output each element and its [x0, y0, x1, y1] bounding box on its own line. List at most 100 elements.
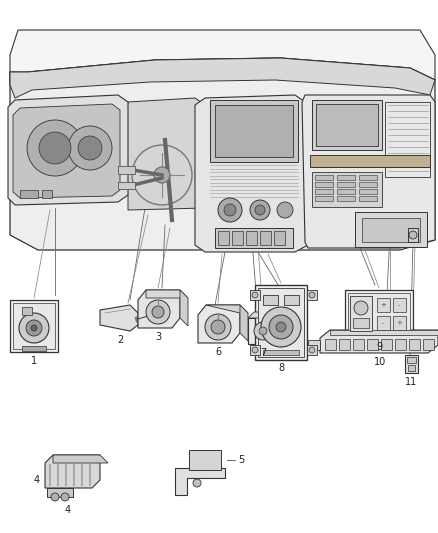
Polygon shape — [195, 95, 308, 252]
Bar — [22, 346, 46, 351]
Circle shape — [252, 347, 258, 353]
Bar — [355, 212, 427, 247]
Circle shape — [152, 306, 164, 318]
Bar — [10, 300, 58, 352]
Bar — [315, 189, 333, 194]
Polygon shape — [146, 290, 188, 298]
Bar — [42, 190, 52, 198]
Bar — [395, 339, 406, 350]
Text: 9: 9 — [376, 342, 382, 352]
Circle shape — [252, 292, 258, 298]
Circle shape — [19, 313, 49, 343]
Bar — [353, 339, 364, 350]
Circle shape — [205, 314, 231, 340]
Bar — [215, 105, 293, 157]
Bar — [246, 231, 257, 245]
Polygon shape — [408, 365, 415, 371]
Circle shape — [277, 202, 293, 218]
Polygon shape — [240, 305, 248, 341]
Polygon shape — [10, 30, 435, 85]
Circle shape — [259, 327, 267, 335]
Circle shape — [39, 132, 71, 164]
Polygon shape — [53, 455, 108, 463]
Text: 3: 3 — [155, 332, 161, 342]
Circle shape — [409, 231, 417, 239]
Circle shape — [354, 301, 368, 315]
Bar — [232, 231, 243, 245]
Bar — [359, 182, 377, 187]
Bar — [353, 318, 369, 328]
Bar — [250, 345, 260, 355]
Circle shape — [255, 205, 265, 215]
Bar — [215, 228, 293, 248]
Circle shape — [31, 325, 37, 331]
Circle shape — [261, 307, 301, 347]
Circle shape — [211, 320, 225, 334]
Polygon shape — [198, 305, 240, 343]
Bar — [359, 175, 377, 180]
Text: 6: 6 — [215, 347, 221, 357]
Bar — [284, 295, 299, 305]
Bar — [367, 339, 378, 350]
Polygon shape — [278, 312, 284, 344]
Circle shape — [276, 322, 286, 332]
Text: 2: 2 — [117, 335, 123, 345]
Polygon shape — [120, 98, 210, 210]
Polygon shape — [175, 468, 225, 495]
Polygon shape — [206, 305, 248, 313]
Bar — [248, 318, 278, 344]
Circle shape — [146, 300, 170, 324]
Bar — [405, 355, 418, 373]
Bar — [13, 303, 55, 349]
Circle shape — [309, 292, 315, 298]
Bar — [325, 339, 336, 350]
Bar — [316, 104, 378, 146]
Bar — [337, 189, 355, 194]
Bar — [377, 298, 390, 312]
Bar — [337, 196, 355, 201]
Circle shape — [218, 198, 242, 222]
Text: 5: 5 — [238, 455, 244, 465]
Text: 4: 4 — [34, 475, 40, 485]
Bar — [339, 339, 350, 350]
Circle shape — [68, 126, 112, 170]
Bar — [345, 290, 413, 338]
Bar — [258, 288, 304, 357]
Circle shape — [250, 200, 270, 220]
Bar — [260, 231, 271, 245]
Text: 4: 4 — [65, 505, 71, 515]
Circle shape — [269, 315, 293, 339]
Bar — [250, 290, 260, 300]
Bar — [381, 339, 392, 350]
Circle shape — [26, 320, 42, 336]
Circle shape — [154, 167, 170, 183]
Circle shape — [51, 493, 59, 501]
Polygon shape — [10, 58, 435, 250]
Text: -: - — [398, 302, 400, 308]
Bar — [377, 316, 390, 330]
Circle shape — [224, 204, 236, 216]
Text: +: + — [396, 320, 402, 326]
Bar — [210, 100, 298, 162]
Bar — [348, 293, 410, 335]
Bar — [20, 190, 38, 198]
Bar — [337, 182, 355, 187]
Circle shape — [193, 479, 201, 487]
Bar — [385, 102, 430, 177]
Bar — [312, 100, 382, 150]
Polygon shape — [10, 58, 435, 98]
Bar — [218, 231, 229, 245]
Bar — [274, 231, 285, 245]
Bar — [359, 189, 377, 194]
Text: -: - — [382, 320, 384, 326]
Polygon shape — [330, 330, 438, 335]
Bar — [407, 357, 416, 363]
Polygon shape — [308, 340, 320, 350]
Bar — [255, 285, 307, 360]
Bar — [307, 290, 317, 300]
Bar — [315, 175, 333, 180]
Circle shape — [254, 322, 272, 340]
Polygon shape — [100, 305, 138, 331]
Bar — [362, 218, 420, 242]
Bar — [307, 345, 317, 355]
